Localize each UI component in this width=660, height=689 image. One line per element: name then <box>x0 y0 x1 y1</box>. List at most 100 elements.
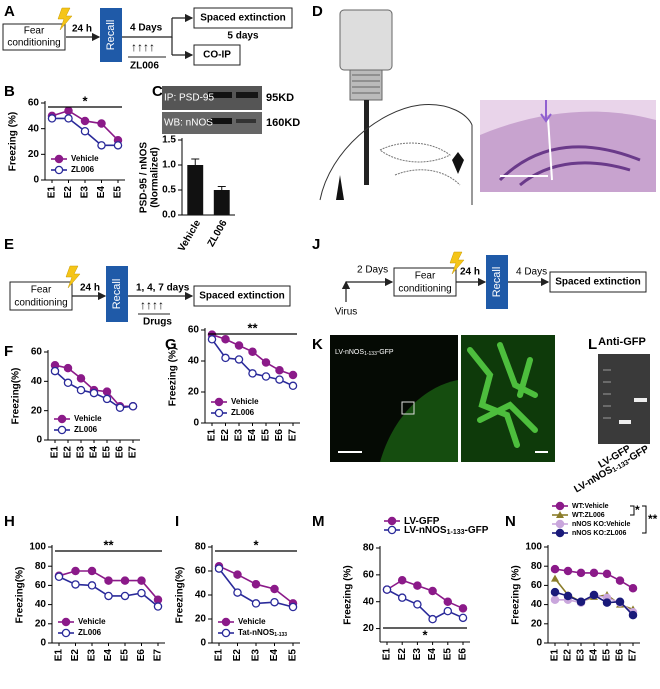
y-tick-label: 80 <box>195 542 207 553</box>
box-text: CO-IP <box>203 50 231 61</box>
point <box>71 580 80 589</box>
panel-k-images: LV-nNOS1-133-GFP <box>330 335 555 462</box>
x-tick-label: E5 <box>113 186 124 199</box>
x-tick-label: Vehicle <box>176 218 203 254</box>
y-tick-label: 80 <box>35 561 47 572</box>
point <box>97 119 106 128</box>
point <box>54 572 64 582</box>
point <box>234 341 244 350</box>
legend-label: nNOS KO:ZL006 <box>572 530 627 537</box>
panel-l-gel: Anti-GFP LV-GFP LV-nNOS1-133-GFP <box>572 336 651 495</box>
box-text: conditioning <box>7 38 60 49</box>
x-tick-label: E1 <box>50 446 61 459</box>
point <box>63 363 73 373</box>
legend-label: LV-nNOS1-133-GFP <box>404 525 489 536</box>
point <box>288 602 298 612</box>
box <box>393 267 457 297</box>
legend-marker <box>387 525 397 535</box>
label-suffix: -GFP <box>377 349 394 356</box>
x-tick-label: E7 <box>153 649 164 662</box>
interval: 24 h <box>80 283 100 294</box>
legend-label: Vehicle <box>238 617 266 626</box>
point <box>102 394 112 404</box>
bar <box>213 190 230 215</box>
legend-label: ZL006 <box>71 165 95 174</box>
electrode-holder <box>339 9 393 71</box>
box-text: Spaced extinction <box>200 13 286 24</box>
y-tick-label: 60 <box>531 580 543 591</box>
point <box>71 566 80 576</box>
point <box>137 588 146 598</box>
y-tick-label: 40 <box>195 590 207 601</box>
panel-label: B <box>4 83 15 100</box>
legend-marker <box>221 617 231 627</box>
error-bar <box>217 186 226 190</box>
y-tick-label: 0.5 <box>162 185 176 196</box>
point <box>382 585 392 594</box>
y-axis-label: PSD-95 / nNOS <box>139 142 150 213</box>
band <box>619 420 631 424</box>
y-tick-label: 100 <box>29 542 46 553</box>
point <box>120 576 130 585</box>
y-tick-label: 40 <box>531 599 543 610</box>
point <box>261 358 271 367</box>
x-tick-label: E6 <box>615 649 626 662</box>
neurons <box>467 342 538 448</box>
y-axis-label: Freezing (%) <box>8 112 19 171</box>
legend-name: Vehicle <box>74 414 102 423</box>
legend-name: nNOS KO:Vehicle <box>572 521 630 528</box>
recall: Recall <box>105 20 117 51</box>
legend-name: WT:Vehicle <box>572 503 609 510</box>
y-tick-label: 20 <box>531 618 543 629</box>
lane-text: LV-nNOS <box>572 464 615 495</box>
point <box>128 402 138 411</box>
point <box>443 606 453 616</box>
brain-structures <box>379 142 461 186</box>
diagram-a: Fear conditioning 24 h Recall 4 Days ↑↑↑… <box>2 7 293 72</box>
shock-icon <box>65 265 81 289</box>
x-tick-label: E6 <box>274 429 285 442</box>
legend-name: Vehicle <box>78 617 106 626</box>
delay: 4 Days <box>516 267 547 278</box>
band <box>208 118 232 124</box>
significance: ** <box>103 537 114 552</box>
inset-box <box>401 401 415 415</box>
point <box>589 590 599 600</box>
point <box>137 576 146 585</box>
y-tick-label: 100 <box>525 542 542 553</box>
point <box>76 374 86 383</box>
blot-c: IP: PSD-95 WB: nNOS 95KD 160KD <box>162 86 300 134</box>
panel-d-images <box>319 9 656 205</box>
series-line <box>386 588 464 621</box>
significance: * <box>82 93 88 108</box>
point <box>120 591 130 601</box>
legend-label: Tat-nNOS1-133 <box>238 628 287 638</box>
series-line <box>386 579 464 610</box>
point <box>428 586 437 596</box>
legend-marker <box>214 408 224 418</box>
point <box>589 568 599 578</box>
injection-arrows: ↑↑↑↑ <box>131 40 155 54</box>
y-axis-label: Freezing (%) <box>343 565 354 624</box>
x-tick-label: E6 <box>115 446 126 459</box>
point <box>102 387 112 396</box>
point <box>615 597 625 606</box>
arrow <box>540 100 552 123</box>
significance: * <box>253 537 259 552</box>
point <box>233 570 242 579</box>
point <box>397 593 407 602</box>
point <box>270 584 279 594</box>
y-tick-label: 80 <box>363 543 375 554</box>
panel-labels: A B C D E F G H I J K L M N <box>4 3 597 530</box>
x-tick-label: E4 <box>89 446 100 459</box>
y-axis-label: Freezing(%) <box>175 567 186 624</box>
x-tick-label: E1 <box>214 649 225 662</box>
panel-label: C <box>152 83 163 100</box>
point <box>397 575 407 585</box>
x-tick-label: E2 <box>397 648 408 661</box>
interval: 24 h <box>460 267 480 278</box>
point <box>63 378 73 388</box>
series-line <box>51 109 119 141</box>
legend-marker <box>61 628 71 638</box>
